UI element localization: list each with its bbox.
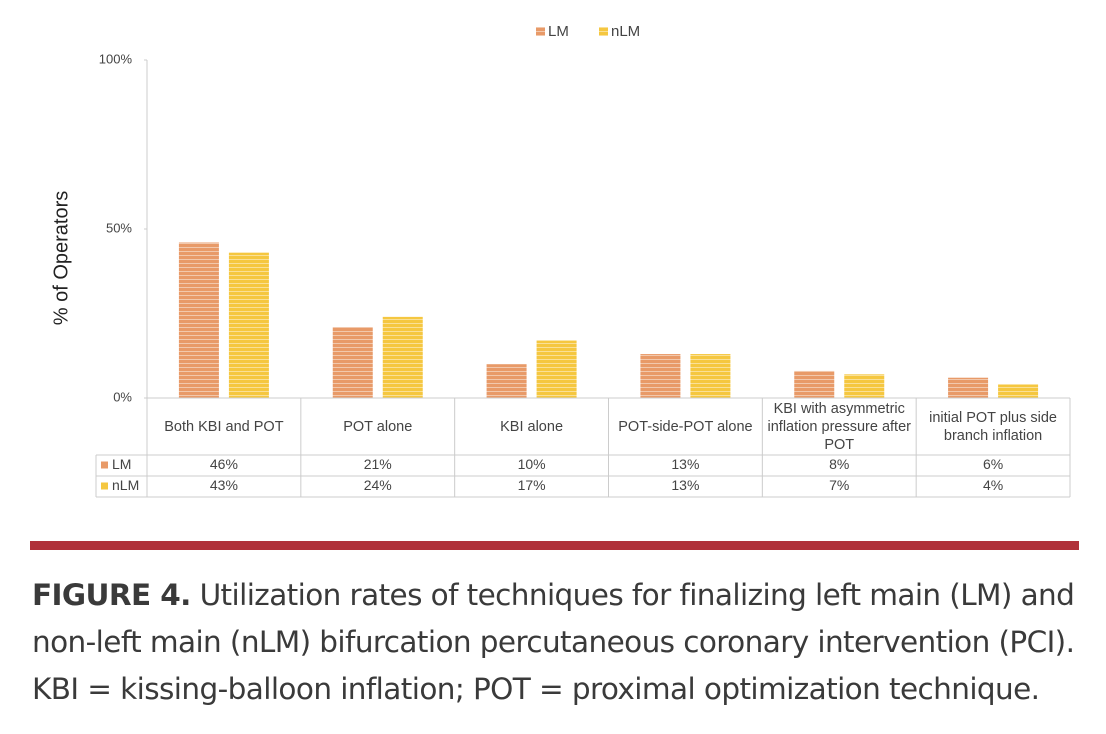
value-label: 43% <box>210 477 238 493</box>
value-label: 21% <box>364 456 392 472</box>
x-tick-label: POT alone <box>343 418 413 435</box>
table-series-label: LM <box>112 456 131 472</box>
bar <box>536 340 577 398</box>
legend-swatch <box>599 27 608 36</box>
y-tick-label: 0% <box>113 389 132 404</box>
y-axis-title: % of Operators <box>50 191 72 326</box>
bar <box>948 377 989 398</box>
y-tick-label: 50% <box>106 220 132 235</box>
legend-swatch <box>536 27 545 36</box>
category-cell: KBI alone <box>500 418 564 435</box>
bar <box>844 374 885 398</box>
bar <box>998 384 1039 398</box>
bar <box>640 354 681 398</box>
caption-text: Utilization rates of techniques for fina… <box>32 578 1075 706</box>
value-label: 13% <box>671 477 699 493</box>
value-label: 8% <box>829 456 849 472</box>
value-label: 46% <box>210 456 238 472</box>
table-swatch <box>101 482 108 490</box>
value-label: 4% <box>983 477 1003 493</box>
bar <box>794 370 835 398</box>
value-label: 10% <box>518 456 546 472</box>
bar <box>486 364 527 398</box>
table-series-label: nLM <box>112 477 139 493</box>
x-tick-label: KBI alone <box>500 418 564 435</box>
table-swatch <box>101 461 108 469</box>
x-tick-label: POT-side-POT alone <box>618 418 753 435</box>
value-label: 17% <box>518 477 546 493</box>
x-tick-label: Both KBI and POT <box>164 418 284 435</box>
bar <box>332 327 373 398</box>
category-cell: Both KBI and POT <box>164 418 284 435</box>
category-cell: KBI with asymmetric inflation pressure a… <box>767 400 911 453</box>
value-label: 13% <box>671 456 699 472</box>
caption: FIGURE 4. Utilization rates of technique… <box>32 572 1092 713</box>
y-tick-label: 100% <box>99 51 133 66</box>
value-label: 24% <box>364 477 392 493</box>
divider <box>30 541 1079 550</box>
legend-label: LM <box>548 23 569 40</box>
category-cell: POT alone <box>343 418 413 435</box>
bar <box>178 242 219 398</box>
legend-label: nLM <box>611 23 640 40</box>
chart: % of Operators 0% 50% 100% LM nLM Both KBI an… <box>50 23 1071 498</box>
caption-label: FIGURE 4. <box>32 578 191 612</box>
x-tick-label: KBI with asymmetric inflation pressure a… <box>767 400 911 453</box>
bar <box>228 252 269 398</box>
value-label: 6% <box>983 456 1003 472</box>
bar <box>690 354 731 398</box>
x-tick-label: initial POT plus side branch inflation <box>929 409 1057 444</box>
bar <box>382 316 423 398</box>
category-cell: POT-side-POT alone <box>618 418 753 435</box>
value-label: 7% <box>829 477 849 493</box>
category-cell: initial POT plus side branch inflation <box>929 409 1057 444</box>
